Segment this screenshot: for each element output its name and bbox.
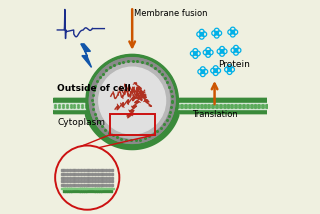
Text: Translation: Translation xyxy=(192,110,237,119)
Bar xyxy=(53,109,267,113)
Circle shape xyxy=(99,67,165,134)
Bar xyxy=(179,109,267,113)
Circle shape xyxy=(99,67,165,134)
Circle shape xyxy=(94,63,170,138)
Bar xyxy=(179,98,267,103)
Text: Outside of cell: Outside of cell xyxy=(57,84,131,93)
Polygon shape xyxy=(81,44,92,67)
Circle shape xyxy=(89,58,175,143)
Circle shape xyxy=(55,146,119,210)
Text: Protein: Protein xyxy=(218,60,250,69)
Circle shape xyxy=(89,58,175,143)
Bar xyxy=(110,114,155,135)
Circle shape xyxy=(94,62,171,139)
Bar xyxy=(53,109,85,113)
Bar xyxy=(179,103,267,109)
Bar xyxy=(53,103,85,109)
Bar xyxy=(53,103,267,109)
Bar xyxy=(53,98,85,103)
Text: Cytoplasm: Cytoplasm xyxy=(57,118,105,127)
Bar xyxy=(53,98,267,103)
Circle shape xyxy=(86,54,179,147)
Text: Membrane fusion: Membrane fusion xyxy=(134,9,208,18)
